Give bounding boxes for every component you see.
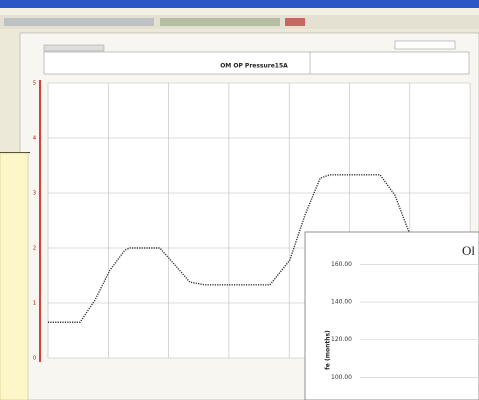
toolbar-icons[interactable] [160,18,280,26]
menu-bar[interactable] [0,8,479,15]
y-tick-label: 2 [33,246,36,252]
chart-title: OM OP Pressure15A [220,63,288,70]
chart-header [43,51,470,75]
y-tick-label: 1 [33,301,36,307]
overlay-window [304,231,479,400]
y-tick-label: 100.00 [331,374,352,381]
overlay-y-label: fe (months) [325,330,332,370]
dropdown[interactable] [394,40,456,50]
toolbar[interactable] [0,15,479,29]
y-tick-label: 3 [33,191,36,197]
title-bar [0,0,479,8]
toolbar-icon[interactable] [285,18,305,26]
toolbar-icons[interactable] [4,18,154,26]
y-tick-label: 120.00 [331,336,352,343]
y-tick-label: 5 [33,81,36,87]
y-tick-label: 140.00 [331,299,352,306]
overlay-chart: 100.00 120.00 140.00 160.00 [331,261,479,381]
note-rule [0,152,30,153]
tab[interactable] [43,44,105,52]
y-tick-label: 160.00 [331,261,352,268]
note-panel [0,152,29,400]
main-chart: 0 1 2 3 4 5 [33,81,470,362]
y-tick-label: 4 [33,136,36,142]
series-line [48,174,411,323]
overlay-title: Ol [462,243,475,258]
y-tick-label: 0 [33,356,36,362]
